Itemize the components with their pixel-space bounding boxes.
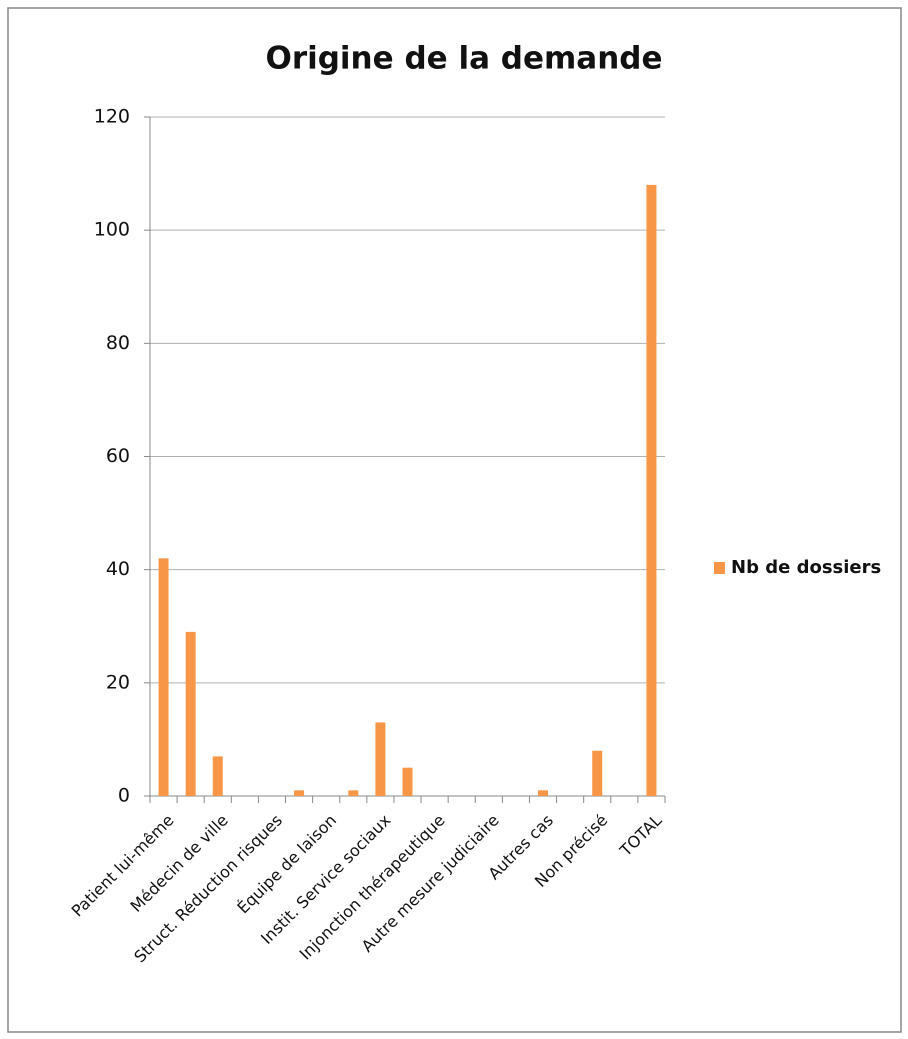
- legend-label: Nb de dossiers: [731, 557, 881, 578]
- legend-swatch: [714, 562, 725, 574]
- y-tick-label: 60: [106, 445, 130, 467]
- bar: [538, 790, 549, 796]
- y-tick-label: 80: [106, 332, 130, 354]
- bar: [348, 790, 359, 796]
- chart-border: [7, 7, 902, 1033]
- bar: [158, 558, 169, 796]
- y-tick-label: 20: [106, 671, 130, 693]
- bar: [294, 790, 305, 796]
- chart-title: Origine de la demande: [265, 41, 662, 77]
- y-tick-label: 0: [118, 785, 130, 807]
- y-tick-label: 120: [94, 106, 130, 128]
- bar: [646, 184, 657, 796]
- y-tick-label: 40: [106, 558, 130, 580]
- bar: [375, 722, 386, 796]
- bar: [592, 750, 603, 796]
- bar: [402, 767, 413, 796]
- bar: [185, 631, 196, 796]
- y-tick-label: 100: [94, 219, 130, 241]
- bar: [212, 756, 223, 796]
